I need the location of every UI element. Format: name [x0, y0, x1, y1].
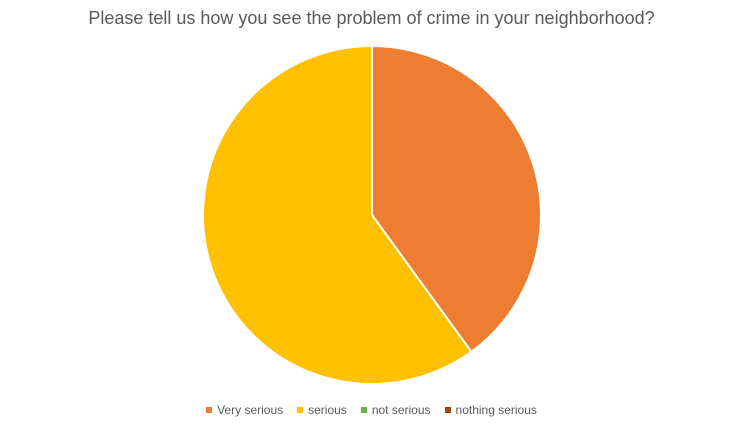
legend-item: nothing serious	[444, 403, 537, 417]
legend-label: Very serious	[217, 403, 284, 417]
legend-item: not serious	[360, 403, 431, 417]
chart-legend: Very serious serious not serious nothing se…	[0, 403, 743, 417]
legend-label: nothing serious	[455, 403, 537, 417]
chart-title: Please tell us how you see the problem o…	[88, 8, 655, 28]
legend-label: not serious	[371, 403, 431, 417]
legend-swatch	[360, 407, 367, 413]
legend-swatch	[444, 407, 451, 413]
legend-label: serious	[308, 403, 347, 417]
pie-slice-serious	[202, 44, 473, 385]
legend-swatch	[206, 407, 213, 413]
legend-swatch	[297, 407, 304, 413]
pie-slice-very-serious	[371, 44, 542, 354]
legend-item: Very serious	[206, 403, 283, 417]
legend-item: serious	[297, 403, 347, 417]
